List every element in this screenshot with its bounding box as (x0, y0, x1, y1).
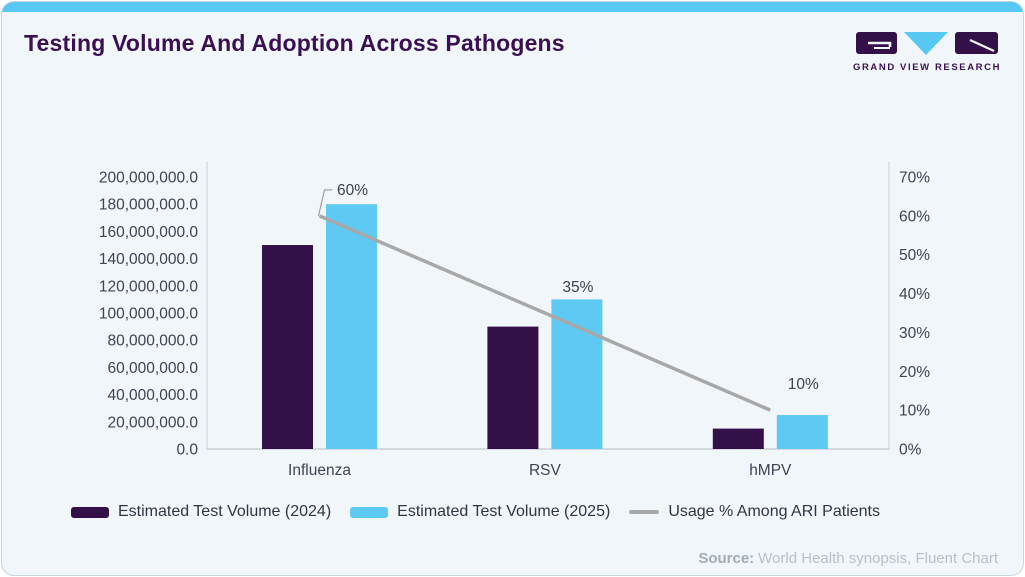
usage-line (318, 214, 771, 412)
legend-item-2025: Estimated Test Volume (2025) (350, 503, 610, 521)
y-axis-left-tick-label: 200,000,000.0 (99, 170, 199, 187)
y-axis-right-tick-label: 20% (899, 364, 930, 381)
category-label: hMPV (749, 462, 792, 479)
legend-item-2024: Estimated Test Volume (2024) (71, 503, 331, 521)
legend-label-2024: Estimated Test Volume (2024) (118, 503, 332, 520)
source-text: World Health synopsis, Fluent Chart (758, 550, 998, 567)
legend-label-2025: Estimated Test Volume (2025) (397, 503, 611, 520)
usage-point-label: 35% (562, 279, 593, 296)
usage-point-label: 60% (337, 182, 368, 199)
bar-series-0-RSV (487, 326, 539, 449)
y-axis-left-tick-label: 160,000,000.0 (99, 224, 199, 241)
bar-series-0-hMPV (712, 428, 764, 449)
usage-point-label: 10% (788, 376, 819, 393)
label-leader-line (317, 189, 333, 216)
chart-legend: Estimated Test Volume (2024) Estimated T… (71, 503, 880, 521)
y-axis-right-tick-label: 60% (899, 208, 930, 225)
y-axis-right-tick-label: 0% (899, 442, 922, 459)
y-axis-left-tick-label: 80,000,000.0 (107, 333, 198, 350)
brand-name: GRAND VIEW RESEARCH (853, 62, 1001, 73)
bar-series-1-Influenza (326, 204, 377, 449)
y-axis-left-tick-label: 20,000,000.0 (107, 414, 198, 431)
legend-swatch-2024 (71, 506, 109, 518)
page-title: Testing Volume And Adoption Across Patho… (24, 30, 565, 56)
legend-item-usage: Usage % Among ARI Patients (629, 503, 880, 521)
source-label: Source: (698, 550, 755, 567)
legend-swatch-usage-line (629, 510, 660, 514)
y-axis-left-tick-label: 0.0 (176, 442, 198, 459)
top-accent-bar (2, 2, 1023, 12)
legend-swatch-2025 (350, 506, 389, 518)
bar-series-1-RSV (551, 299, 603, 449)
y-axis-left-tick-label: 40,000,000.0 (107, 387, 198, 404)
y-axis-left-tick-label: 120,000,000.0 (99, 278, 199, 295)
bar-series-0-Influenza (262, 245, 313, 449)
y-axis-right-tick-label: 50% (899, 247, 930, 264)
bar-series-1-hMPV (776, 415, 828, 449)
gvr-logo-icon: GRAND VIEW RESEARCH (853, 32, 1001, 73)
category-label: RSV (529, 462, 562, 479)
logo-v-triangle (904, 32, 948, 55)
y-axis-right-tick-label: 10% (899, 403, 930, 420)
category-label: Influenza (288, 462, 351, 479)
y-axis-left-tick-label: 60,000,000.0 (107, 360, 198, 377)
y-axis-left-tick-label: 100,000,000.0 (99, 306, 199, 323)
y-axis-right-tick-label: 70% (899, 170, 930, 187)
source-note: Source: World Health synopsis, Fluent Cha… (698, 550, 998, 567)
y-axis-left-tick-label: 180,000,000.0 (99, 197, 199, 214)
legend-label-usage: Usage % Among ARI Patients (668, 503, 880, 520)
y-axis-left-tick-label: 140,000,000.0 (99, 251, 199, 268)
y-axis-right-tick-label: 30% (899, 325, 930, 342)
y-axis-right-tick-label: 40% (899, 286, 930, 303)
